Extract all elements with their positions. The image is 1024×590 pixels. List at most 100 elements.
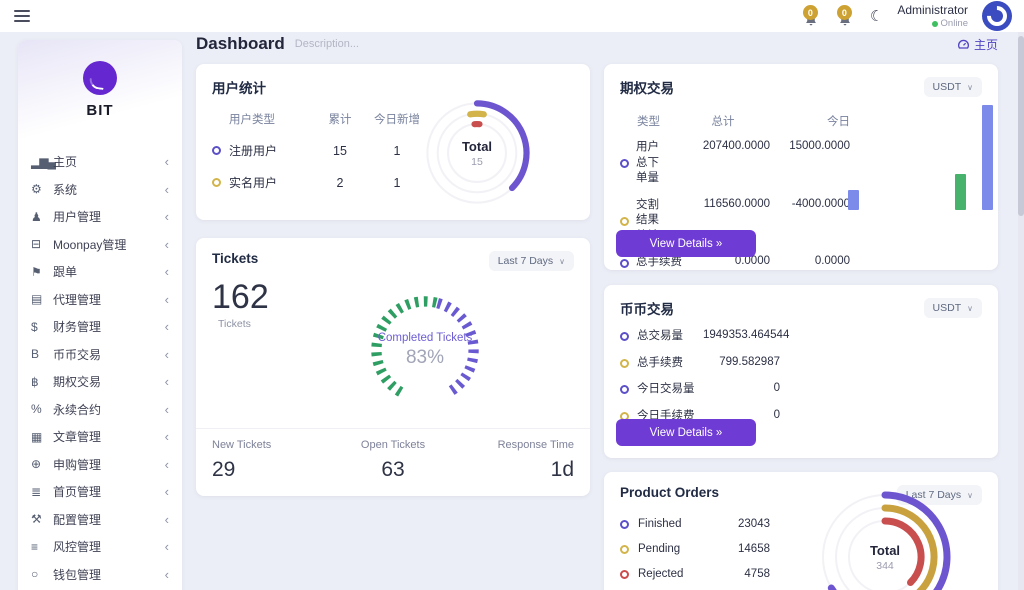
product-orders-donut-chart: Total 344	[810, 482, 960, 590]
currency-select[interactable]: USDT ∨	[923, 77, 982, 97]
bar	[848, 190, 859, 210]
row-marker-icon	[620, 544, 629, 554]
chevron-left-icon: ‹	[164, 539, 169, 555]
sidebar-item[interactable]: $ 财务管理 ‹	[18, 313, 182, 341]
tickets-count-label: Tickets	[218, 318, 251, 330]
notification-bell-icon[interactable]: 0	[802, 5, 822, 27]
ticket-stat: Response Time 1d	[497, 439, 575, 481]
sidebar-item[interactable]: ≣ 首页管理 ‹	[18, 478, 182, 506]
sidebar-item[interactable]: ▤ 代理管理 ‹	[18, 286, 182, 314]
row-marker-icon	[620, 385, 629, 395]
sidebar-item[interactable]: ○ 钱包管理 ‹	[18, 561, 182, 589]
sidebar-item[interactable]: ⚑ 跟单 ‹	[18, 258, 182, 286]
notification-badge: 0	[802, 5, 818, 20]
chart-bar-icon: ▂▆▄	[31, 154, 56, 169]
row-marker-icon	[620, 159, 629, 169]
page-scrollbar[interactable]	[1018, 32, 1024, 590]
sidebar-item[interactable]: ⊕ 申购管理 ‹	[18, 451, 182, 479]
sidebar-item[interactable]: B 币币交易 ‹	[18, 341, 182, 369]
notification-badge: 0	[836, 5, 852, 20]
dark-mode-toggle-icon[interactable]: ☾	[869, 7, 884, 25]
wallet-icon: ○	[31, 567, 38, 582]
app-logo-icon[interactable]	[982, 1, 1012, 31]
chevron-left-icon: ‹	[164, 484, 169, 500]
chevron-left-icon: ‹	[164, 319, 169, 335]
view-details-button[interactable]: View Details »	[616, 230, 756, 257]
card-title: 期权交易	[620, 81, 674, 96]
spot-icon: B	[31, 347, 39, 362]
sidebar-item[interactable]: ▂▆▄ 主页 ‹	[18, 148, 182, 176]
chevron-down-icon: ∨	[559, 256, 565, 266]
stat-row: 总手续费 799.582987	[620, 356, 780, 372]
sidebar-item-label: 期权交易	[53, 375, 102, 390]
row-marker-icon	[212, 146, 221, 155]
card-title: 用户统计	[212, 81, 266, 96]
article-icon: ▦	[31, 429, 42, 444]
table-header: 用户类型 累计 今日新增	[229, 114, 420, 126]
bar	[955, 174, 966, 210]
sidebar: BIT ▂▆▄ 主页 ‹ ⚙ 系统 ‹ ♟ 用户管理 ‹ ⊟ Moonpa	[18, 40, 182, 590]
row-marker-icon	[620, 519, 629, 529]
user-status-label: Online	[940, 17, 968, 29]
sidebar-item[interactable]: ⚒ 配置管理 ‹	[18, 506, 182, 534]
table-row: 总手续费 0.0000 0.0000	[620, 255, 850, 271]
row-marker-icon	[620, 358, 629, 368]
chevron-left-icon: ‹	[164, 181, 169, 197]
tickets-card: Tickets Last 7 Days ∨ 162 Tickets Complet…	[196, 238, 590, 496]
completed-tickets-gauge-chart: Completed Tickets 83%	[363, 288, 487, 412]
stat-row: Pending 14658	[620, 543, 770, 555]
page-subtitle: Description...	[294, 38, 359, 50]
row-marker-icon	[620, 332, 629, 342]
brand-area: BIT	[18, 40, 182, 140]
scrollbar-thumb[interactable]	[1018, 36, 1024, 216]
sidebar-item[interactable]: ♟ 用户管理 ‹	[18, 203, 182, 231]
row-marker-icon	[212, 178, 221, 187]
sidebar-item[interactable]: % 永续合约 ‹	[18, 396, 182, 424]
chevron-left-icon: ‹	[164, 264, 169, 280]
chevron-left-icon: ‹	[164, 456, 169, 472]
user-name: Administrator	[897, 2, 968, 17]
config-icon: ⚒	[31, 512, 42, 527]
chevron-left-icon: ‹	[164, 154, 169, 170]
hamburger-menu-icon[interactable]	[14, 10, 30, 22]
chevron-down-icon: ∨	[967, 490, 973, 500]
breadcrumb-home-link[interactable]: 主页	[957, 36, 998, 53]
sidebar-item-label: 申购管理	[53, 457, 102, 472]
card-title: Tickets	[212, 251, 259, 266]
options-bar-chart	[834, 100, 996, 210]
dashboard-gauge-icon	[957, 39, 970, 49]
sidebar-item[interactable]: ≡ 风控管理 ‹	[18, 533, 182, 561]
view-details-button[interactable]: View Details »	[616, 419, 756, 446]
chevron-left-icon: ‹	[164, 566, 169, 582]
user-icon: ♟	[31, 209, 42, 224]
bar	[982, 105, 993, 210]
spot-trading-card: 币币交易 USDT ∨ 总交易量 1949353.464544 总手续费 799.…	[604, 285, 998, 458]
currency-select[interactable]: USDT ∨	[923, 298, 982, 318]
sidebar-item-label: 币币交易	[53, 347, 102, 362]
sidebar-item-label: 用户管理	[53, 210, 102, 225]
chevron-left-icon: ‹	[164, 291, 169, 307]
sidebar-item-label: 跟单	[53, 265, 78, 280]
options-icon: ฿	[31, 374, 39, 389]
sidebar-item[interactable]: ⊟ Moonpay管理 ‹	[18, 231, 182, 259]
topbar: 0 0 ☾ Administrator Online	[0, 0, 1024, 32]
sidebar-item[interactable]: ▦ 文章管理 ‹	[18, 423, 182, 451]
chevron-down-icon: ∨	[967, 82, 973, 92]
notification-bell-icon[interactable]: 0	[836, 5, 856, 27]
donut-center-value: 344	[876, 559, 894, 572]
sidebar-item-label: 风控管理	[53, 540, 102, 555]
sidebar-item[interactable]: ⚙ 系统 ‹	[18, 176, 182, 204]
sidebar-item[interactable]: ฿ 期权交易 ‹	[18, 368, 182, 396]
row-marker-icon	[620, 258, 629, 268]
homepage-icon: ≣	[31, 484, 41, 499]
user-info[interactable]: Administrator Online	[897, 3, 968, 30]
options-trading-card: 期权交易 USDT ∨ 类型 总计 今日 用户总下单量 207400.0000 1…	[604, 64, 998, 270]
dollar-icon: $	[31, 319, 38, 334]
gauge-value: 83%	[405, 346, 445, 368]
sidebar-item-label: 钱包管理	[53, 567, 102, 582]
range-select[interactable]: Last 7 Days ∨	[488, 251, 574, 271]
range-select[interactable]: Last 7 Days ∨	[896, 485, 982, 505]
sidebar-item-label: 主页	[53, 155, 78, 170]
sidebar-item-label: 财务管理	[53, 320, 102, 335]
subscribe-icon: ⊕	[31, 457, 41, 472]
